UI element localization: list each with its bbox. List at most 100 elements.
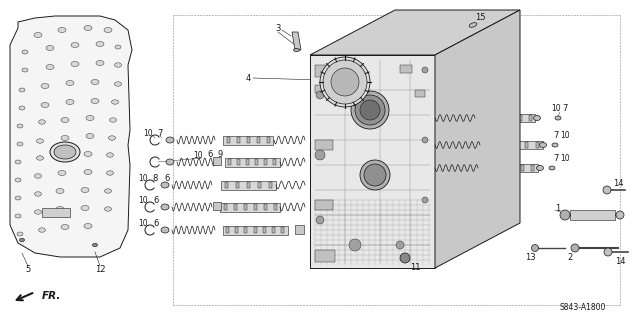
- Ellipse shape: [549, 166, 555, 170]
- Bar: [263, 227, 266, 233]
- Bar: [509, 115, 511, 121]
- Ellipse shape: [115, 82, 122, 86]
- Bar: [400, 65, 412, 73]
- Ellipse shape: [86, 116, 94, 121]
- Text: 14: 14: [615, 258, 625, 267]
- Text: 10: 10: [551, 103, 561, 113]
- Ellipse shape: [84, 151, 92, 156]
- Ellipse shape: [84, 223, 92, 228]
- Circle shape: [603, 186, 611, 194]
- Ellipse shape: [111, 100, 118, 104]
- Bar: [282, 227, 284, 233]
- Bar: [246, 182, 250, 188]
- Bar: [225, 182, 227, 188]
- Text: 7: 7: [554, 131, 559, 140]
- Ellipse shape: [360, 160, 390, 190]
- Bar: [253, 204, 257, 210]
- Bar: [315, 250, 335, 262]
- Bar: [518, 115, 522, 121]
- Ellipse shape: [364, 164, 386, 186]
- Text: 9: 9: [218, 149, 223, 158]
- Ellipse shape: [58, 171, 66, 175]
- Bar: [488, 115, 492, 121]
- Ellipse shape: [104, 28, 112, 33]
- Bar: [246, 137, 250, 143]
- Polygon shape: [292, 32, 301, 50]
- Circle shape: [422, 137, 428, 143]
- Ellipse shape: [50, 142, 80, 162]
- Polygon shape: [435, 10, 520, 268]
- Text: 12: 12: [95, 266, 105, 275]
- Ellipse shape: [166, 137, 174, 143]
- Bar: [521, 165, 524, 171]
- Circle shape: [571, 244, 579, 252]
- Ellipse shape: [34, 33, 42, 37]
- Ellipse shape: [61, 117, 69, 123]
- Text: 8: 8: [152, 173, 157, 182]
- Ellipse shape: [66, 100, 74, 105]
- Text: S843-A1800: S843-A1800: [560, 303, 606, 313]
- Bar: [295, 225, 304, 234]
- Text: 4: 4: [245, 74, 251, 83]
- Text: 6: 6: [207, 149, 212, 158]
- Ellipse shape: [555, 116, 561, 120]
- Ellipse shape: [36, 156, 44, 160]
- Polygon shape: [10, 16, 132, 257]
- Bar: [273, 204, 276, 210]
- Ellipse shape: [351, 91, 389, 129]
- Bar: [269, 182, 271, 188]
- Ellipse shape: [66, 81, 74, 85]
- Circle shape: [400, 253, 410, 263]
- Bar: [513, 142, 516, 148]
- Ellipse shape: [19, 106, 25, 110]
- Ellipse shape: [38, 228, 45, 232]
- Circle shape: [616, 211, 624, 219]
- Bar: [223, 226, 287, 235]
- Bar: [213, 202, 221, 210]
- Bar: [235, 227, 238, 233]
- Text: 2: 2: [568, 253, 573, 262]
- Ellipse shape: [61, 135, 69, 140]
- Text: 13: 13: [525, 253, 535, 262]
- Bar: [502, 142, 506, 148]
- Ellipse shape: [61, 153, 69, 157]
- Ellipse shape: [17, 232, 23, 236]
- Bar: [257, 182, 260, 188]
- Bar: [490, 165, 493, 171]
- Text: 15: 15: [475, 12, 485, 21]
- Ellipse shape: [109, 118, 116, 122]
- Ellipse shape: [106, 153, 113, 157]
- Ellipse shape: [294, 49, 300, 52]
- Bar: [220, 203, 280, 212]
- Text: 10: 10: [193, 150, 203, 159]
- Ellipse shape: [360, 100, 380, 120]
- Bar: [492, 142, 495, 148]
- Ellipse shape: [15, 214, 21, 218]
- Text: 10: 10: [138, 173, 148, 182]
- Ellipse shape: [86, 133, 94, 139]
- Ellipse shape: [540, 142, 547, 148]
- Circle shape: [315, 150, 325, 160]
- Ellipse shape: [161, 182, 169, 188]
- Ellipse shape: [106, 171, 113, 175]
- Bar: [486, 164, 538, 172]
- Text: 10: 10: [560, 154, 570, 163]
- Ellipse shape: [41, 102, 49, 108]
- Circle shape: [531, 244, 538, 252]
- Ellipse shape: [91, 79, 99, 84]
- Bar: [273, 159, 276, 165]
- Text: 5: 5: [26, 266, 31, 275]
- Circle shape: [323, 60, 367, 104]
- Bar: [531, 165, 534, 171]
- Ellipse shape: [115, 45, 121, 49]
- Circle shape: [331, 68, 359, 96]
- Bar: [264, 204, 266, 210]
- Ellipse shape: [84, 26, 92, 30]
- Ellipse shape: [109, 136, 115, 140]
- Bar: [529, 115, 531, 121]
- Bar: [223, 135, 273, 145]
- Ellipse shape: [71, 61, 79, 67]
- Text: 6: 6: [154, 219, 159, 228]
- Text: 10: 10: [138, 219, 148, 228]
- Ellipse shape: [15, 178, 21, 182]
